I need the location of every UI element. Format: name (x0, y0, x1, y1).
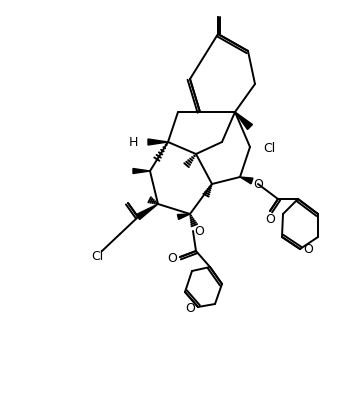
Text: O: O (167, 251, 177, 264)
Text: O: O (185, 301, 195, 314)
Polygon shape (240, 177, 253, 184)
Text: Cl: Cl (91, 250, 103, 263)
Polygon shape (136, 205, 158, 220)
Text: Cl: Cl (263, 141, 275, 154)
Polygon shape (177, 215, 190, 220)
Polygon shape (133, 169, 150, 174)
Text: O: O (194, 225, 204, 238)
Text: H: H (129, 136, 138, 149)
Text: O: O (265, 213, 275, 226)
Text: O: O (253, 178, 263, 191)
Text: O: O (303, 243, 313, 256)
Polygon shape (235, 113, 253, 130)
Polygon shape (148, 140, 168, 146)
